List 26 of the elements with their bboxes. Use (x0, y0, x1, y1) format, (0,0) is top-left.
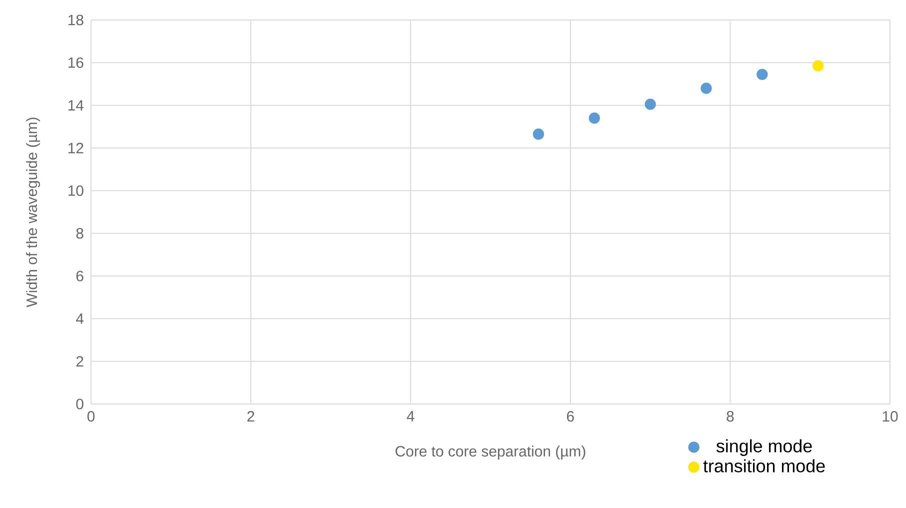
point (644, 98, 656, 110)
point (532, 128, 544, 140)
y-axis-title: Width of the waveguide (µm) (26, 118, 40, 308)
y-tick-label: 6 (76, 270, 84, 282)
y-tick-label: 8 (76, 228, 84, 239)
x-tick-label: 2 (247, 411, 254, 422)
y-tick-label: 10 (68, 185, 84, 196)
y-tick-label: 18 (68, 14, 84, 26)
x-tick-label: 4 (406, 411, 414, 422)
y-tick-label: 0 (76, 398, 84, 410)
legend-label: transition mode (703, 459, 825, 472)
point (700, 82, 712, 94)
y-tick-label: 16 (68, 57, 84, 68)
x-tick-label: 10 (882, 411, 898, 422)
y-tick-label: 14 (68, 100, 84, 110)
x-tick-label: 6 (567, 411, 574, 422)
x-tick-label: 0 (87, 411, 95, 422)
legend-label: single mode (716, 439, 812, 456)
y-tick-label: 2 (76, 356, 84, 367)
x-tick-label: 8 (726, 411, 734, 422)
point (812, 60, 824, 72)
point (756, 68, 768, 80)
y-tick-label: 12 (68, 142, 84, 154)
x-axis-title: Core to core separation (µm) (396, 446, 586, 460)
point (588, 112, 600, 124)
y-tick-label: 4 (76, 314, 84, 324)
